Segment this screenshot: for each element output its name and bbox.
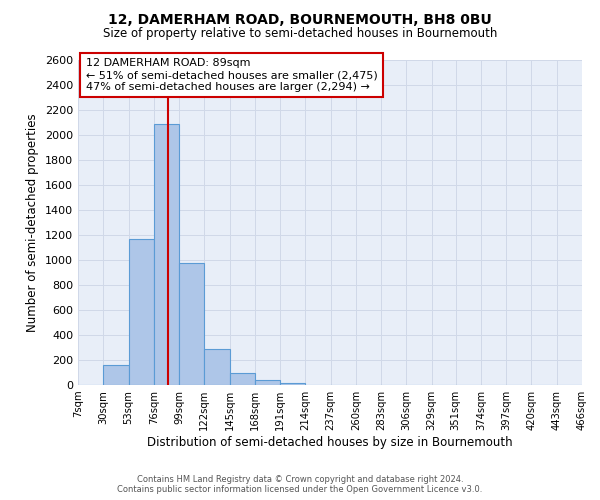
Bar [255, 380, 280, 385]
Bar [230, 372, 255, 385]
Bar [128, 239, 154, 385]
Bar [179, 262, 204, 385]
Text: Size of property relative to semi-detached houses in Bournemouth: Size of property relative to semi-detach… [103, 28, 497, 40]
Bar [103, 365, 128, 385]
Y-axis label: Number of semi-detached properties: Number of semi-detached properties [26, 113, 40, 332]
Bar [280, 383, 305, 385]
Bar [204, 349, 230, 385]
Text: 12, DAMERHAM ROAD, BOURNEMOUTH, BH8 0BU: 12, DAMERHAM ROAD, BOURNEMOUTH, BH8 0BU [108, 12, 492, 26]
Text: Contains HM Land Registry data © Crown copyright and database right 2024.
Contai: Contains HM Land Registry data © Crown c… [118, 474, 482, 494]
Text: 12 DAMERHAM ROAD: 89sqm
← 51% of semi-detached houses are smaller (2,475)
47% of: 12 DAMERHAM ROAD: 89sqm ← 51% of semi-de… [86, 58, 377, 92]
Bar [154, 124, 179, 385]
X-axis label: Distribution of semi-detached houses by size in Bournemouth: Distribution of semi-detached houses by … [147, 436, 513, 449]
